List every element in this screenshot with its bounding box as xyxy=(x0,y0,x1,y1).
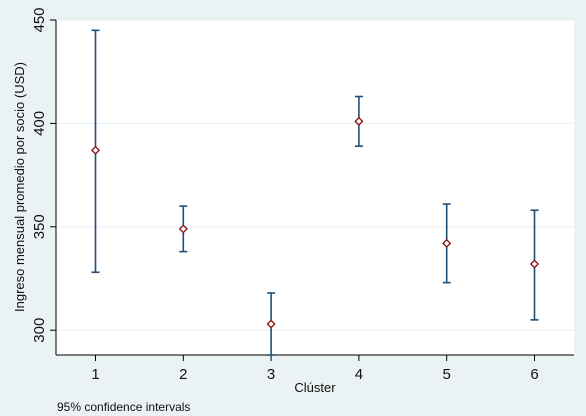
x-tick-label: 6 xyxy=(530,366,538,383)
y-tick-label: 300 xyxy=(31,318,48,343)
x-tick-label: 4 xyxy=(355,366,363,383)
y-axis-title: Ingreso mensual promedio por socio (USD) xyxy=(12,62,27,312)
mean-marker xyxy=(529,259,540,269)
plot-area xyxy=(56,20,574,355)
x-axis-ticks: 1 2 3 4 5 6 xyxy=(91,355,539,383)
x-tick-label: 5 xyxy=(443,366,451,383)
mean-marker xyxy=(266,319,276,329)
mean-marker xyxy=(442,238,452,248)
y-tick-label: 400 xyxy=(31,111,48,136)
mean-marker xyxy=(90,145,101,155)
ci-series xyxy=(90,29,540,356)
y-axis-ticks: 300 350 400 450 xyxy=(31,7,56,343)
gridlines xyxy=(56,19,574,331)
y-tick-label: 350 xyxy=(31,214,48,239)
mean-marker xyxy=(178,224,188,234)
y-tick-label: 450 xyxy=(31,7,48,32)
x-tick-label: 1 xyxy=(91,366,99,383)
x-tick-label: 3 xyxy=(267,366,275,383)
x-axis-title: Clúster xyxy=(294,380,336,395)
ci-note: 95% confidence intervals xyxy=(57,400,190,414)
mean-marker xyxy=(354,116,364,126)
x-tick-label: 2 xyxy=(179,366,187,383)
